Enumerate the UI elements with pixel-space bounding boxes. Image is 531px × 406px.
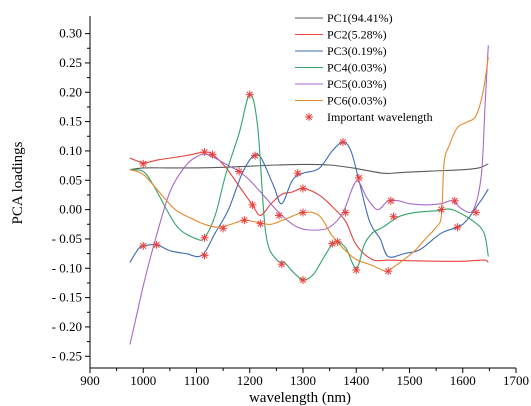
important-wavelength-marker <box>338 138 347 147</box>
legend: PC1(94.41%) PC2(5.28%) PC3(0.19%) PC4(0.03%… <box>295 11 433 124</box>
important-wavelength-marker <box>299 276 307 284</box>
series-line-pc5 <box>129 45 489 345</box>
important-wavelength-marker <box>219 224 228 233</box>
y-tick-label: - 0.25 <box>52 348 82 363</box>
x-tick-label: 1500 <box>397 373 423 388</box>
important-wavelength-marker <box>386 196 395 205</box>
important-wavelength-marker <box>299 208 307 217</box>
y-tick-label: 0.00 <box>59 202 82 217</box>
x-tick-label: 1200 <box>237 373 263 388</box>
y-tick-label: 0.25 <box>59 55 82 70</box>
important-wavelength-marker <box>245 90 254 99</box>
important-wavelength-markers <box>139 90 481 284</box>
important-wavelength-marker <box>200 251 209 260</box>
legend-label-pc1: PC1(94.41%) <box>327 11 393 25</box>
x-tick-label: 1700 <box>503 373 529 388</box>
y-tick-label: - 0.05 <box>52 231 82 246</box>
important-wavelength-marker <box>352 266 361 275</box>
legend-label-pc4: PC4(0.03%) <box>327 61 387 75</box>
important-wavelength-marker <box>251 151 260 160</box>
important-wavelength-marker <box>453 223 462 232</box>
x-tick-label: 1000 <box>130 373 156 388</box>
x-tick-label: 1600 <box>450 373 476 388</box>
important-wavelength-marker <box>235 167 244 176</box>
important-wavelength-marker <box>293 169 302 178</box>
x-axis-title: wavelength (nm) <box>249 390 351 406</box>
important-wavelength-marker <box>299 184 307 193</box>
important-wavelength-marker <box>200 233 209 242</box>
axes: 900 1000 1100 1200 1300 1400 1500 1600 1700 - 0.2… <box>52 16 529 388</box>
important-wavelength-marker <box>139 159 148 168</box>
legend-label-pc2: PC2(5.28%) <box>327 28 387 42</box>
y-tick-label: 0.10 <box>59 143 82 158</box>
x-tick-label: 1300 <box>290 373 316 388</box>
important-wavelength-marker <box>256 219 265 228</box>
series-line-pc6 <box>129 56 489 272</box>
legend-swatch-important-wavelength <box>305 113 313 121</box>
x-tick-label: 900 <box>80 373 100 388</box>
important-wavelength-marker <box>333 237 342 246</box>
important-wavelength-marker <box>275 211 284 220</box>
y-tick-label: - 0.20 <box>52 319 82 334</box>
important-wavelength-marker <box>472 208 481 217</box>
y-tick-label: - 0.15 <box>52 290 82 305</box>
important-wavelength-marker <box>208 150 217 159</box>
important-wavelength-marker <box>389 212 398 221</box>
legend-label-important-wavelength: Important wavelength <box>327 110 433 124</box>
series-line-pc4 <box>129 94 489 281</box>
legend-label-pc5: PC5(0.03%) <box>327 77 387 91</box>
y-tick-label: 0.05 <box>59 172 82 187</box>
important-wavelength-marker <box>240 216 249 225</box>
important-wavelength-marker <box>277 260 286 269</box>
important-wavelength-marker <box>354 173 363 182</box>
important-wavelength-marker <box>384 267 393 276</box>
important-wavelength-marker <box>200 148 209 157</box>
important-wavelength-marker <box>437 205 446 214</box>
series-line-pc1 <box>129 163 489 175</box>
x-tick-label: 1400 <box>343 373 369 388</box>
legend-label-pc6: PC6(0.03%) <box>327 94 387 108</box>
y-tick-label: 0.30 <box>59 26 82 41</box>
important-wavelength-marker <box>248 200 257 209</box>
important-wavelength-marker <box>139 241 148 250</box>
important-wavelength-marker <box>328 239 337 248</box>
y-tick-label: 0.15 <box>59 114 82 129</box>
series-lines <box>129 45 489 345</box>
important-wavelength-marker <box>152 240 161 249</box>
y-axis-title: PCA loadings <box>10 141 26 224</box>
series-line-pc3 <box>129 141 489 263</box>
y-tick-label: - 0.10 <box>52 260 82 275</box>
x-tick-label: 1100 <box>184 373 210 388</box>
y-tick-label: 0.20 <box>59 84 82 99</box>
important-wavelength-marker <box>450 196 459 205</box>
important-wavelength-marker <box>341 208 350 217</box>
legend-label-pc3: PC3(0.19%) <box>327 44 387 58</box>
